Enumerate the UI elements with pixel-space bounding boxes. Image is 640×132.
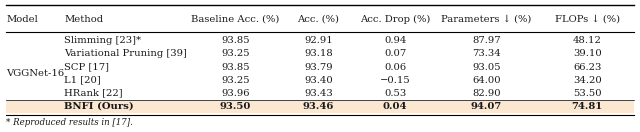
Text: Variational Pruning [39]: Variational Pruning [39]: [64, 50, 187, 58]
Text: * Reproduced results in [17].: * Reproduced results in [17].: [6, 118, 133, 127]
Text: 64.00: 64.00: [472, 76, 500, 85]
Text: 39.10: 39.10: [573, 50, 602, 58]
Text: 66.23: 66.23: [573, 63, 602, 72]
Text: FLOPs ↓ (%): FLOPs ↓ (%): [555, 15, 620, 24]
Text: Acc. Drop (%): Acc. Drop (%): [360, 15, 430, 24]
Text: 87.97: 87.97: [472, 36, 500, 45]
Text: 93.96: 93.96: [221, 89, 250, 98]
Text: 93.43: 93.43: [304, 89, 333, 98]
Text: 0.06: 0.06: [384, 63, 406, 72]
Text: 93.25: 93.25: [221, 76, 250, 85]
Text: 82.90: 82.90: [472, 89, 500, 98]
Text: 48.12: 48.12: [573, 36, 602, 45]
Text: VGGNet-16: VGGNet-16: [6, 69, 65, 78]
Text: 94.07: 94.07: [471, 102, 502, 111]
Text: 93.85: 93.85: [221, 36, 250, 45]
Text: 73.34: 73.34: [472, 50, 500, 58]
Text: 0.07: 0.07: [384, 50, 406, 58]
Text: 53.50: 53.50: [573, 89, 602, 98]
Text: 93.46: 93.46: [303, 102, 334, 111]
Text: 74.81: 74.81: [572, 102, 603, 111]
Text: 34.20: 34.20: [573, 76, 602, 85]
Text: 93.18: 93.18: [304, 50, 333, 58]
Text: Model: Model: [6, 15, 38, 24]
Text: 0.04: 0.04: [383, 102, 408, 111]
Text: 92.91: 92.91: [304, 36, 333, 45]
Text: Baseline Acc. (%): Baseline Acc. (%): [191, 15, 280, 24]
Text: L1 [20]: L1 [20]: [64, 76, 100, 85]
Text: Acc. (%): Acc. (%): [298, 15, 339, 24]
Text: Parameters ↓ (%): Parameters ↓ (%): [441, 15, 532, 24]
Text: 93.40: 93.40: [304, 76, 333, 85]
Text: 93.85: 93.85: [221, 63, 250, 72]
Text: 93.25: 93.25: [221, 50, 250, 58]
Text: SCP [17]: SCP [17]: [64, 63, 109, 72]
Bar: [6, 100, 634, 113]
Text: −0.15: −0.15: [380, 76, 411, 85]
Text: 93.05: 93.05: [472, 63, 500, 72]
Text: Method: Method: [64, 15, 103, 24]
Text: BNFI (Ours): BNFI (Ours): [64, 102, 134, 111]
Text: Slimming [23]*: Slimming [23]*: [64, 36, 141, 45]
Text: 0.53: 0.53: [384, 89, 406, 98]
Text: HRank [22]: HRank [22]: [64, 89, 123, 98]
Text: 93.79: 93.79: [304, 63, 333, 72]
Text: 93.50: 93.50: [220, 102, 251, 111]
Text: 0.94: 0.94: [384, 36, 406, 45]
